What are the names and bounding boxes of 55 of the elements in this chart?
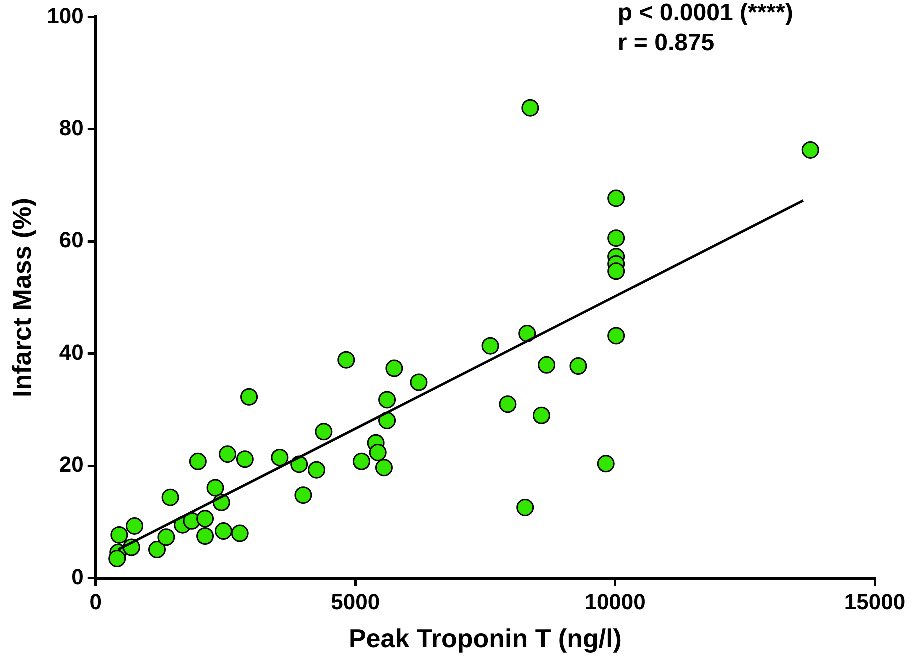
point [532,406,550,424]
point [189,452,207,470]
point [148,541,166,559]
point [110,526,128,544]
y-tick-label: 40 [59,340,84,365]
point [482,337,500,355]
point [608,190,626,208]
annotation: r = 0.875 [618,30,715,57]
y-tick-label: 0 [72,564,84,590]
point [219,446,237,464]
point [516,498,534,516]
point [108,550,126,568]
x-tick-label: 5000 [331,590,380,615]
annotation: p < 0.0001 (****) [618,0,794,27]
point [802,141,820,159]
point [338,351,356,369]
point [352,452,370,470]
point [378,412,396,430]
point [518,324,536,342]
point [231,524,249,542]
point [206,479,224,497]
point [522,99,540,117]
point [608,327,626,345]
point [236,450,254,468]
point [271,448,289,466]
y-tick-label: 80 [59,116,84,141]
y-tick-label: 60 [59,228,84,253]
point [375,459,393,477]
point [499,396,517,414]
y-tick-label: 100 [47,3,84,28]
point [570,358,588,376]
point [378,391,396,409]
point [126,517,144,535]
point [162,488,180,506]
point [538,356,556,374]
point [608,262,626,280]
x-tick-label: 0 [90,590,102,615]
point [608,230,626,248]
point [196,528,214,546]
y-tick-label: 20 [59,452,84,478]
point [196,510,214,528]
point [597,455,615,473]
point [214,522,232,540]
point [240,388,258,406]
point [308,461,326,479]
point [369,444,387,462]
point [386,360,404,378]
point [294,486,312,504]
point [410,374,428,392]
x-axis-title: Peak Troponin T (ng/l) [348,624,622,654]
y-axis-title: Infarct Mass (%) [6,198,37,398]
point [158,528,176,546]
x-tick-label: 10000 [584,590,646,615]
point [315,423,333,441]
x-tick-label: 15000 [844,590,906,615]
